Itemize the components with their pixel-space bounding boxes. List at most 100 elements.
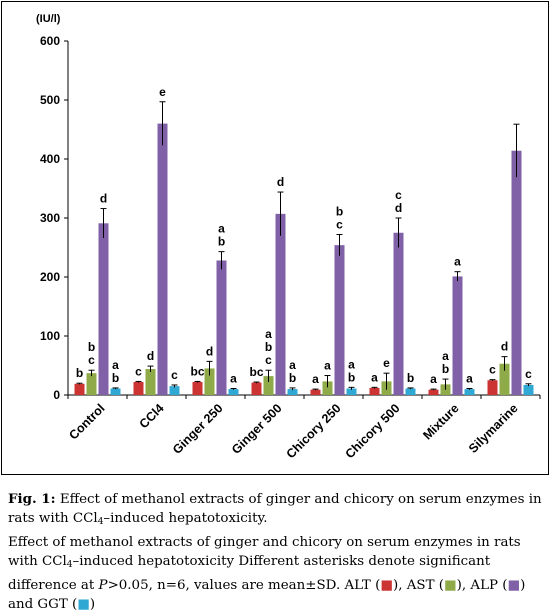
caption-paragraph-1: Fig. 1: Effect of methanol extracts of g…	[8, 490, 546, 533]
x-category-label: Ginger 250	[170, 401, 226, 457]
bar-alp	[275, 213, 286, 395]
significance-letter: c	[395, 188, 402, 202]
figure-caption: Fig. 1: Effect of methanol extracts of g…	[8, 490, 546, 614]
significance-letter: b	[218, 235, 225, 249]
caption-line2-mid: –induced hepatotoxicity Different asteri…	[8, 554, 491, 593]
significance-letter: bc	[190, 364, 204, 378]
significance-letter: a	[442, 349, 449, 363]
bar-alt	[487, 380, 498, 395]
y-tick-label: 600	[40, 34, 60, 48]
significance-letter: a	[312, 372, 319, 386]
significance-letter: a	[265, 327, 272, 341]
significance-letter: c	[171, 368, 178, 382]
bar-ast	[322, 381, 333, 395]
x-category-label: Control	[66, 401, 107, 442]
caption-line2-end: >0.05, n=6, values are mean±SD. ALT (	[107, 577, 381, 593]
significance-letter: d	[100, 192, 107, 206]
significance-letter: c	[88, 353, 95, 367]
y-tick-label: 500	[40, 93, 60, 107]
y-tick-label: 300	[40, 211, 60, 225]
significance-letter: b	[88, 340, 95, 354]
x-category-label: Chicory 500	[343, 401, 403, 461]
fig-label: Fig. 1:	[8, 491, 56, 507]
caption-subscript-1: 4	[97, 517, 104, 528]
significance-letter: a	[112, 358, 119, 372]
bar-alp	[157, 123, 168, 395]
alp-label: ), ALP (	[456, 577, 508, 593]
ggt-swatch: ■	[77, 596, 90, 613]
bar-alt	[369, 387, 380, 395]
bar-alt	[74, 383, 85, 395]
bar-ggt	[464, 389, 475, 395]
significance-letter: b	[112, 371, 119, 385]
significance-letter: e	[383, 356, 390, 370]
significance-letter: a	[466, 372, 473, 386]
bar-ast	[263, 376, 274, 395]
x-category-label: Ginger 500	[229, 401, 285, 457]
bar-alt	[251, 382, 262, 395]
significance-letter: c	[489, 363, 496, 377]
caption-end: )	[89, 597, 96, 613]
bar-chart: 0100200300400500600(IU/l)bbcdabControlcd…	[36, 13, 541, 461]
significance-letter: d	[147, 349, 154, 363]
significance-letter: d	[395, 201, 402, 215]
significance-letter: c	[135, 364, 142, 378]
alt-swatch: ■	[380, 576, 393, 593]
y-unit-label: (IU/l)	[36, 13, 61, 25]
bar-alp	[98, 223, 109, 395]
ast-swatch: ■	[444, 576, 457, 593]
significance-letter: a	[230, 372, 237, 386]
significance-letter: c	[265, 353, 272, 367]
bar-ast	[86, 373, 97, 395]
bar-alp	[334, 245, 345, 395]
bar-alt	[310, 389, 321, 395]
alp-swatch: ■	[507, 576, 521, 593]
significance-letter: a	[289, 358, 296, 372]
bar-alt	[428, 389, 439, 395]
x-category-label: Chicory 250	[284, 401, 344, 461]
x-category-label: CCl4	[137, 401, 167, 431]
bar-alt	[192, 382, 203, 395]
caption-line1-end: –induced hepatotoxicity.	[103, 511, 268, 527]
caption-paragraph-2: Effect of methanol extracts of ginger an…	[8, 533, 546, 615]
significance-letter: b	[442, 362, 449, 376]
bar-ggt	[228, 389, 239, 395]
caption-line1: Effect of methanol extracts of ginger an…	[8, 492, 542, 527]
significance-letter: d	[277, 175, 284, 189]
significance-letter: a	[218, 222, 225, 236]
significance-letter: a	[454, 255, 461, 269]
y-tick-label: 200	[40, 270, 60, 284]
bar-ast	[499, 363, 510, 395]
bar-alp	[216, 260, 227, 395]
bar-alp	[393, 232, 404, 395]
significance-letter: d	[206, 344, 213, 358]
p-symbol: P	[98, 577, 108, 593]
bar-alt	[133, 382, 144, 395]
bar-ast	[204, 368, 215, 395]
bar-alp	[452, 276, 463, 395]
ggt-label: ) and GGT (	[8, 577, 526, 613]
bar-ggt	[346, 388, 357, 395]
significance-letter: a	[371, 370, 378, 384]
bar-ggt	[405, 388, 416, 395]
significance-letter: c	[525, 367, 532, 381]
x-category-label: Silymarine	[466, 401, 521, 456]
significance-letter: b	[289, 371, 296, 385]
y-tick-label: 0	[53, 388, 60, 402]
y-tick-label: 400	[40, 152, 60, 166]
significance-letter: c	[336, 218, 343, 232]
bar-alp	[511, 150, 522, 395]
significance-letter: a	[324, 359, 331, 373]
significance-letter: b	[265, 340, 272, 354]
caption-line2: Effect of methanol extracts of ginger an…	[8, 534, 521, 570]
significance-letter: b	[407, 371, 414, 385]
x-category-label: Mixture	[420, 401, 461, 442]
bar-ast	[145, 369, 156, 395]
significance-letter: d	[501, 340, 508, 354]
caption-subscript-2: 4	[66, 560, 73, 571]
bar-ggt	[523, 384, 534, 395]
ast-label: ), AST (	[393, 577, 444, 593]
y-tick-label: 100	[40, 329, 60, 343]
significance-letter: a	[348, 357, 355, 371]
significance-letter: b	[76, 366, 83, 380]
